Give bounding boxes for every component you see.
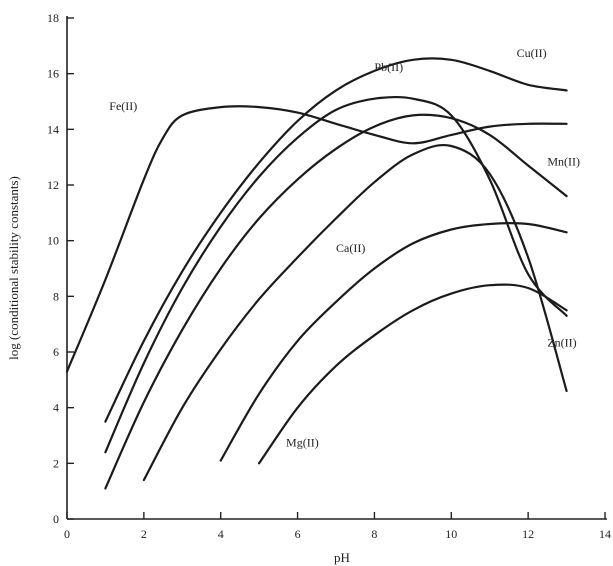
x-tick-label: 2 [141, 527, 147, 541]
series-labels: Fe(II) Cu(II) Pb(II) Mn(II) Zn(II) Ca(II) Mg(I… [109, 46, 580, 450]
x-tick-label: 14 [599, 527, 611, 541]
series-label-mnii: Mn(II) [547, 155, 580, 169]
x-tick-label: 8 [371, 527, 377, 541]
y-tick-label: 16 [47, 67, 59, 81]
y-tick-label: 18 [47, 11, 59, 25]
series-line-cuii [104, 57, 568, 423]
y-tick-label: 6 [53, 345, 59, 359]
y-tick-label: 14 [47, 122, 59, 136]
series-line-mnii [104, 113, 568, 490]
y-tick-label: 4 [53, 401, 59, 415]
x-tick-label: 0 [64, 527, 70, 541]
x-tick-label: 6 [295, 527, 301, 541]
x-axis-title: pH [334, 550, 350, 565]
y-tick-label: 8 [53, 289, 59, 303]
series-line-znii [142, 144, 568, 482]
curves [65, 57, 568, 490]
series-label-mgii: Mg(II) [286, 436, 319, 450]
series-label-cuii: Cu(II) [517, 46, 547, 60]
y-tick-label: 12 [47, 178, 59, 192]
x-tick-label: 12 [522, 527, 534, 541]
series-line-mgii [258, 283, 568, 465]
series-line-feii [65, 105, 568, 373]
series-label-feii: Fe(II) [109, 99, 137, 113]
axes: 0 2 4 6 8 10 12 14 0 2 4 6 8 10 12 14 16 18 [47, 11, 611, 541]
x-tick-label: 10 [445, 527, 457, 541]
series-line-pbii [104, 95, 568, 454]
x-tick-label: 4 [218, 527, 224, 541]
y-tick-label: 10 [47, 234, 59, 248]
y-tick-label: 0 [53, 512, 59, 526]
y-tick-label: 2 [53, 456, 59, 470]
series-label-znii: Zn(II) [547, 335, 576, 349]
y-axis-title: log (conditional stability constants) [6, 176, 21, 360]
series-label-caii: Ca(II) [336, 241, 365, 255]
series-label-pbii: Pb(II) [374, 60, 403, 74]
series-line-caii [219, 222, 568, 462]
